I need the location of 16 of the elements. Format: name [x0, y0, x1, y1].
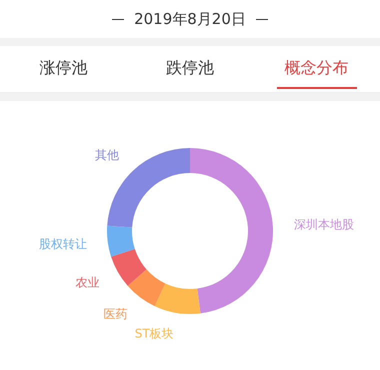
slice-label: 股权转让 — [38, 237, 87, 252]
donut-slice — [154, 283, 200, 314]
slice-label: 医药 — [104, 307, 128, 322]
slice-label: 其他 — [94, 148, 119, 162]
slice-label: ST板块 — [134, 326, 174, 341]
donut-slice — [128, 269, 166, 306]
chart-title: 2019年8月20日 — [134, 10, 246, 28]
slice-label: 深圳本地股 — [294, 217, 354, 232]
donut-slice — [107, 226, 135, 257]
text: 概念分布 — [276, 58, 357, 89]
slice-label: 农业 — [76, 276, 100, 290]
donut-slice — [111, 248, 146, 286]
donut-slice — [107, 148, 190, 228]
donut-slice — [190, 148, 273, 314]
text: 跌停池 — [166, 58, 214, 77]
text: 涨停池 — [39, 58, 88, 77]
